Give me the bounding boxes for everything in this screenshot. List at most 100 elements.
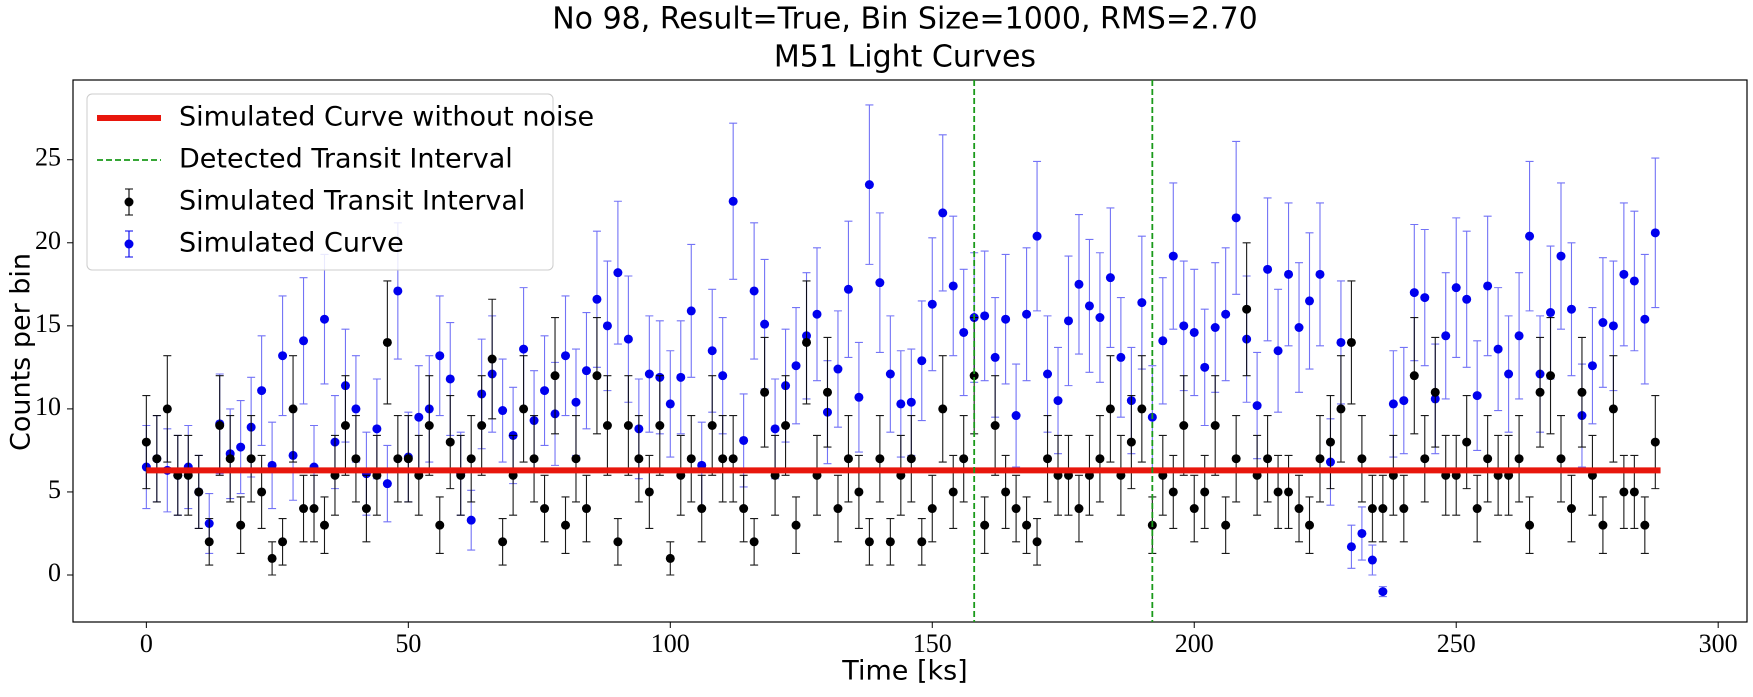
data-point	[1525, 520, 1535, 530]
data-point	[1650, 228, 1660, 238]
data-point	[1367, 555, 1377, 565]
data-point	[382, 479, 392, 489]
data-point	[1566, 304, 1576, 314]
data-point	[1189, 504, 1199, 514]
data-point	[1462, 294, 1472, 304]
data-point	[1074, 279, 1084, 289]
data-point	[917, 537, 927, 547]
data-point	[1346, 542, 1356, 552]
data-point	[927, 299, 937, 309]
data-point	[1032, 537, 1042, 547]
data-point	[959, 454, 969, 464]
data-point	[980, 311, 990, 321]
data-point	[602, 321, 612, 331]
data-point	[1315, 454, 1325, 464]
data-point	[959, 327, 969, 337]
data-point	[613, 537, 623, 547]
data-point	[1210, 322, 1220, 332]
data-point	[1608, 404, 1618, 414]
data-point	[1619, 487, 1629, 497]
data-point	[1493, 344, 1503, 354]
data-point	[602, 420, 612, 430]
data-point	[885, 537, 895, 547]
data-point	[1546, 371, 1556, 381]
data-point	[435, 351, 445, 361]
data-point	[1263, 264, 1273, 274]
data-point	[340, 420, 350, 430]
data-point	[477, 420, 487, 430]
data-point	[665, 399, 675, 409]
data-point	[1221, 309, 1231, 319]
data-point	[1305, 520, 1315, 530]
data-point	[1640, 314, 1650, 324]
data-point	[561, 520, 571, 530]
x-tick-label: 250	[1437, 629, 1476, 658]
data-point	[1032, 231, 1042, 241]
data-point	[1252, 401, 1262, 411]
data-point	[623, 420, 633, 430]
data-point	[1263, 454, 1273, 464]
data-point	[278, 351, 288, 361]
y-tick-label: 20	[35, 226, 61, 255]
data-point	[225, 454, 235, 464]
data-point	[822, 387, 832, 397]
data-point	[760, 387, 770, 397]
data-point	[665, 553, 675, 563]
data-point	[875, 278, 885, 288]
data-point	[686, 454, 696, 464]
data-point	[781, 420, 791, 430]
data-point	[896, 399, 906, 409]
data-point	[435, 520, 445, 530]
data-point	[1650, 437, 1660, 447]
data-point	[728, 454, 738, 464]
y-tick-label: 10	[35, 392, 61, 421]
data-point	[1043, 454, 1053, 464]
data-point	[257, 487, 267, 497]
data-point	[561, 351, 571, 361]
data-point	[917, 356, 927, 366]
data-point	[1053, 396, 1063, 406]
data-point	[1514, 331, 1524, 341]
data-point	[1430, 387, 1440, 397]
data-point	[1514, 454, 1524, 464]
data-point	[1294, 322, 1304, 332]
data-point	[540, 386, 550, 396]
data-point	[760, 319, 770, 329]
legend-label: Detected Transit Interval	[179, 144, 513, 175]
data-point	[1629, 276, 1639, 286]
data-point	[990, 352, 1000, 362]
x-tick-label: 100	[651, 629, 690, 658]
x-axis-label: Time [ks]	[841, 656, 967, 687]
data-point	[686, 306, 696, 316]
data-point	[1168, 487, 1178, 497]
data-point	[644, 487, 654, 497]
data-point	[445, 437, 455, 447]
data-point	[1137, 404, 1147, 414]
data-point	[1577, 387, 1587, 397]
data-point	[361, 504, 371, 514]
data-point	[1273, 487, 1283, 497]
data-point	[351, 404, 361, 414]
data-point	[529, 454, 539, 464]
data-point	[1179, 420, 1189, 430]
data-point	[1472, 504, 1482, 514]
data-point	[1022, 520, 1032, 530]
data-point	[581, 366, 591, 376]
legend-label: Simulated Curve without noise	[179, 102, 594, 133]
data-point	[1483, 454, 1493, 464]
data-point	[697, 504, 707, 514]
data-point	[843, 284, 853, 294]
data-point	[1420, 454, 1430, 464]
data-point	[571, 397, 581, 407]
data-point	[1200, 487, 1210, 497]
data-point	[854, 487, 864, 497]
data-point	[770, 424, 780, 434]
data-point	[152, 454, 162, 464]
data-point	[162, 404, 172, 414]
data-point	[938, 208, 948, 218]
data-point	[299, 336, 309, 346]
data-point	[592, 294, 602, 304]
data-point	[791, 361, 801, 371]
data-point	[1472, 391, 1482, 401]
data-point	[236, 442, 246, 452]
